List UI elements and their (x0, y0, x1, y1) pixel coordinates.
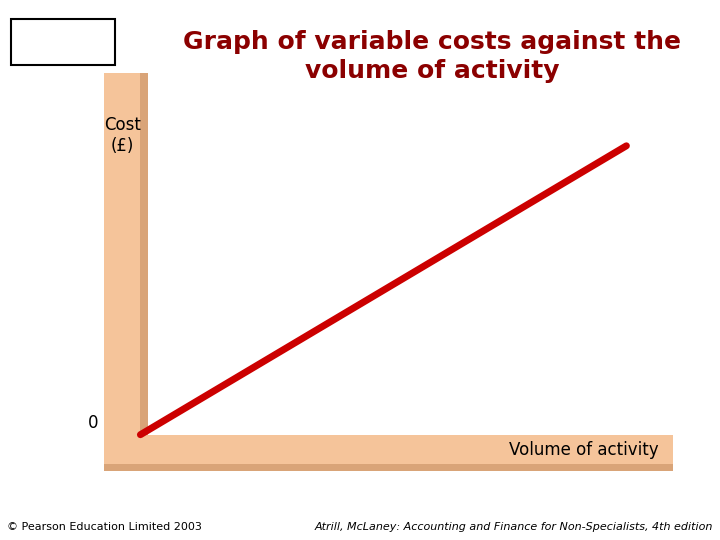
Bar (104, 464, 673, 471)
Bar (11, 19, 115, 65)
Text: Volume of activity: Volume of activity (509, 441, 659, 458)
Text: OHT 7.5: OHT 7.5 (29, 35, 97, 49)
Text: © Pearson Education Limited 2003: © Pearson Education Limited 2003 (7, 522, 202, 532)
Bar (140, 73, 148, 464)
Text: Cost
(£): Cost (£) (104, 116, 141, 155)
Bar (104, 435, 673, 464)
Text: Atrill, McLaney: Accounting and Finance for Non-Specialists, 4th edition: Atrill, McLaney: Accounting and Finance … (315, 522, 713, 532)
Text: Graph of variable costs against the
volume of activity: Graph of variable costs against the volu… (183, 30, 681, 83)
Bar (104, 73, 140, 464)
Text: 0: 0 (88, 414, 99, 432)
